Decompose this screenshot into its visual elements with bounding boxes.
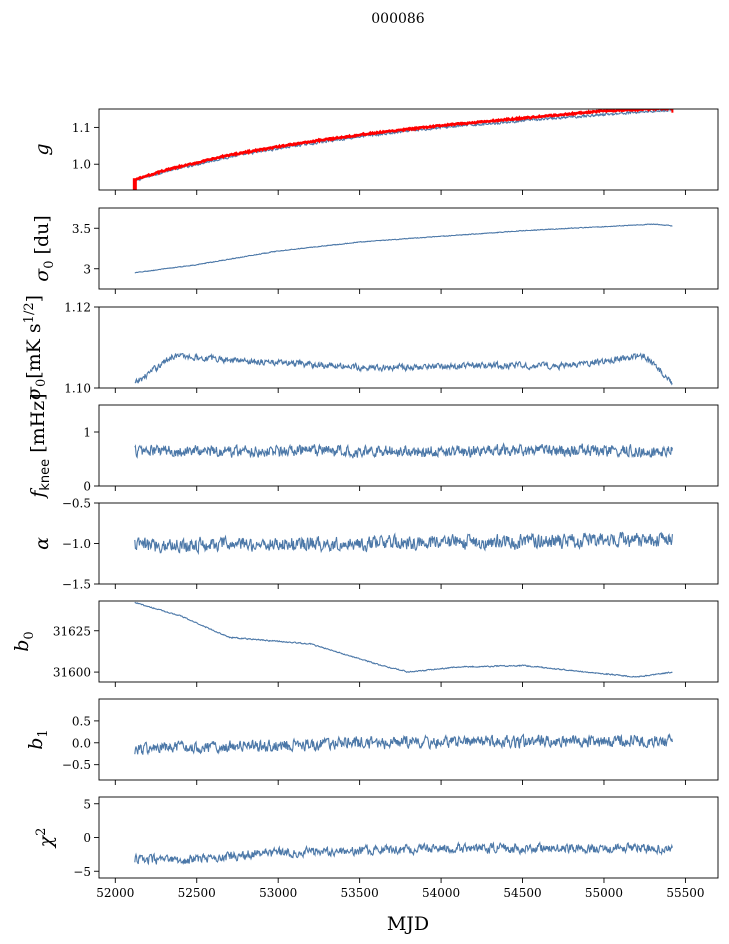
y-axis-label-fknee: fknee [mHz] [27,393,53,499]
axes-frame-sigma0_du [98,207,719,290]
x-axis-label: MJD [387,913,429,935]
axes-frame-b0 [98,600,719,683]
series-line-b0 [134,601,673,678]
xtick-label: 52500 [178,886,216,900]
y-axis-label-sigma0_mK: σ0[mK s1/2] [22,295,49,400]
y-axis-label-alpha: α [31,537,53,550]
y-axis-label-b0: b0 [11,631,37,651]
xtick-label: 55500 [666,886,704,900]
panel-b1: −0.5 0.0 0.5 b1 [25,698,719,785]
panel-alpha: −1.5 −1.0 −0.5 α [31,497,719,592]
series-line-sigma0_du [134,223,673,274]
figure-title: 000086 [371,11,425,27]
ytick-label-fknee: 0 [83,480,91,494]
ytick-label-sigma0_mK: 1.12 [64,301,91,315]
ytick-label-sigma0_mK: 1.10 [64,382,91,396]
ytick-label-g: 1.1 [72,121,91,135]
axes-frame-b1 [98,698,719,781]
y-axis-label-chi2: χ2 [34,828,57,850]
ytick-label-fknee: 1 [83,426,91,440]
ytick-label-b0: 31600 [53,666,91,680]
panel-chi2: −5 0 5 52000 52500 53000 53500 54000 54500 55000 5… [34,796,719,900]
series-line-sigma0_mK [134,352,673,386]
ytick-label-sigma0_du: 3.5 [72,222,91,236]
y-axis-label-b1: b1 [25,729,51,749]
panel-g: 1.0 1.1 g [31,108,719,195]
ytick-label-b1: 0.5 [72,714,91,728]
ytick-label-chi2: 5 [83,797,91,811]
subplot-stack: 1.0 1.1 g 3 3.5 σ0 [du] 1.10 1.12 σ0[mK s1/2] 0 1 f… [11,108,719,900]
ytick-label-alpha: −1.0 [62,537,91,551]
series-line-fknee [134,442,673,459]
y-axis-label-g: g [31,143,53,155]
series-line-b1 [134,732,673,756]
ytick-label-chi2: −5 [73,865,91,879]
series-line-g [134,109,673,182]
y-axis-label-sigma0_du: σ0 [du] [31,215,57,282]
axes-frame-chi2 [98,796,719,879]
ytick-label-sigma0_du: 3 [83,262,91,276]
ytick-label-b1: 0.0 [72,736,91,750]
axes-frame-fknee [98,404,719,487]
series-line-chi2 [134,841,673,866]
ytick-label-b0: 31625 [53,624,91,638]
ytick-label-alpha: −1.5 [62,578,91,592]
ytick-label-b1: −0.5 [62,758,91,772]
panel-sigma0_mK: 1.10 1.12 σ0[mK s1/2] [22,295,719,400]
xtick-label: 53000 [259,886,297,900]
xtick-label: 54000 [422,886,460,900]
xtick-label: 54500 [503,886,541,900]
axes-frame-sigma0_mK [98,306,719,389]
series-line-alpha [134,531,673,556]
overlay-line-g [133,109,673,182]
panel-sigma0_du: 3 3.5 σ0 [du] [31,207,719,294]
xtick-label: 53500 [341,886,379,900]
axes-frame-g [98,108,719,191]
ytick-label-chi2: 0 [83,831,91,845]
panel-b0: 31600 31625 b0 [11,600,719,687]
xtick-label: 55000 [585,886,623,900]
xtick-label: 52000 [96,886,134,900]
panel-fknee: 0 1 fknee [mHz] [27,393,719,500]
ytick-label-alpha: −0.5 [62,497,91,511]
ytick-label-g: 1.0 [72,158,91,172]
